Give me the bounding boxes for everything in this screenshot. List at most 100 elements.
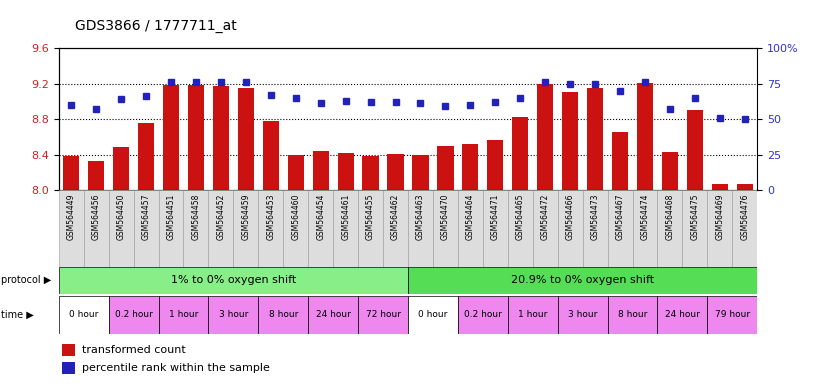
Text: GSM564462: GSM564462 <box>391 194 400 240</box>
Text: GSM564471: GSM564471 <box>490 194 500 240</box>
Bar <box>712 184 728 190</box>
Bar <box>557 190 583 267</box>
Bar <box>287 154 304 190</box>
Text: 20.9% to 0% oxygen shift: 20.9% to 0% oxygen shift <box>511 275 654 285</box>
Text: 8 hour: 8 hour <box>618 310 647 319</box>
Text: 24 hour: 24 hour <box>665 310 700 319</box>
Bar <box>487 140 503 190</box>
Bar <box>462 144 478 190</box>
Bar <box>338 153 354 190</box>
Bar <box>658 296 707 334</box>
Text: percentile rank within the sample: percentile rank within the sample <box>82 363 269 373</box>
Bar <box>63 156 79 190</box>
Bar <box>608 296 658 334</box>
Bar <box>362 156 379 190</box>
Bar <box>358 296 408 334</box>
Bar <box>283 190 308 267</box>
Bar <box>483 190 508 267</box>
Bar <box>163 85 180 190</box>
Bar <box>562 93 579 190</box>
Bar <box>62 362 75 374</box>
Bar <box>608 190 632 267</box>
Text: 79 hour: 79 hour <box>715 310 750 319</box>
Text: GSM564472: GSM564472 <box>541 194 550 240</box>
Bar <box>308 190 333 267</box>
Text: 0.2 hour: 0.2 hour <box>115 310 153 319</box>
Bar <box>313 151 329 190</box>
Bar <box>88 161 104 190</box>
Bar <box>259 296 308 334</box>
Bar <box>687 110 703 190</box>
Text: 1% to 0% oxygen shift: 1% to 0% oxygen shift <box>171 275 296 285</box>
Bar <box>109 190 134 267</box>
Text: GSM564461: GSM564461 <box>341 194 350 240</box>
Bar <box>233 190 259 267</box>
Text: 3 hour: 3 hour <box>568 310 597 319</box>
Text: GDS3866 / 1777711_at: GDS3866 / 1777711_at <box>75 19 237 33</box>
Bar <box>84 190 109 267</box>
Bar <box>612 132 628 190</box>
Text: 1 hour: 1 hour <box>169 310 198 319</box>
Text: GSM564465: GSM564465 <box>516 194 525 240</box>
Bar <box>259 190 283 267</box>
Text: GSM564454: GSM564454 <box>316 194 326 240</box>
Text: 0.2 hour: 0.2 hour <box>464 310 502 319</box>
Bar <box>533 190 557 267</box>
Bar <box>59 296 109 334</box>
Bar <box>732 190 757 267</box>
Bar <box>113 147 129 190</box>
Text: GSM564466: GSM564466 <box>565 194 574 240</box>
Text: 0 hour: 0 hour <box>419 310 448 319</box>
Bar <box>508 296 557 334</box>
Bar <box>682 190 707 267</box>
Text: GSM564452: GSM564452 <box>216 194 225 240</box>
Text: 8 hour: 8 hour <box>268 310 298 319</box>
Bar <box>62 344 75 356</box>
Text: GSM564469: GSM564469 <box>716 194 725 240</box>
Bar <box>458 296 508 334</box>
Text: GSM564457: GSM564457 <box>141 194 151 240</box>
Bar <box>587 88 603 190</box>
Text: 1 hour: 1 hour <box>518 310 548 319</box>
Bar <box>388 154 404 190</box>
Bar <box>537 84 553 190</box>
Bar <box>333 190 358 267</box>
Bar <box>557 296 608 334</box>
Text: 0 hour: 0 hour <box>69 310 99 319</box>
Text: GSM564475: GSM564475 <box>690 194 699 240</box>
Bar <box>158 296 208 334</box>
Bar <box>458 190 483 267</box>
Text: GSM564476: GSM564476 <box>740 194 749 240</box>
Bar <box>408 267 757 294</box>
Bar <box>184 190 208 267</box>
Bar <box>658 190 682 267</box>
Text: GSM564455: GSM564455 <box>366 194 375 240</box>
Text: GSM564456: GSM564456 <box>91 194 100 240</box>
Text: GSM564464: GSM564464 <box>466 194 475 240</box>
Text: GSM564463: GSM564463 <box>416 194 425 240</box>
Text: 72 hour: 72 hour <box>366 310 401 319</box>
Bar <box>433 190 458 267</box>
Text: transformed count: transformed count <box>82 345 185 355</box>
Bar <box>662 152 678 190</box>
Text: GSM564468: GSM564468 <box>665 194 675 240</box>
Bar <box>134 190 158 267</box>
Text: GSM564470: GSM564470 <box>441 194 450 240</box>
Bar <box>188 85 204 190</box>
Bar <box>59 190 84 267</box>
Bar <box>636 83 653 190</box>
Text: GSM564449: GSM564449 <box>67 194 76 240</box>
Text: GSM564451: GSM564451 <box>166 194 175 240</box>
Text: 24 hour: 24 hour <box>316 310 351 319</box>
Bar <box>707 296 757 334</box>
Bar <box>737 184 753 190</box>
Text: GSM564459: GSM564459 <box>242 194 251 240</box>
Bar <box>632 190 658 267</box>
Bar <box>237 88 254 190</box>
Bar <box>308 296 358 334</box>
Bar <box>263 121 279 190</box>
Text: GSM564460: GSM564460 <box>291 194 300 240</box>
Text: 3 hour: 3 hour <box>219 310 248 319</box>
Bar <box>412 154 428 190</box>
Text: time ▶: time ▶ <box>1 310 33 320</box>
